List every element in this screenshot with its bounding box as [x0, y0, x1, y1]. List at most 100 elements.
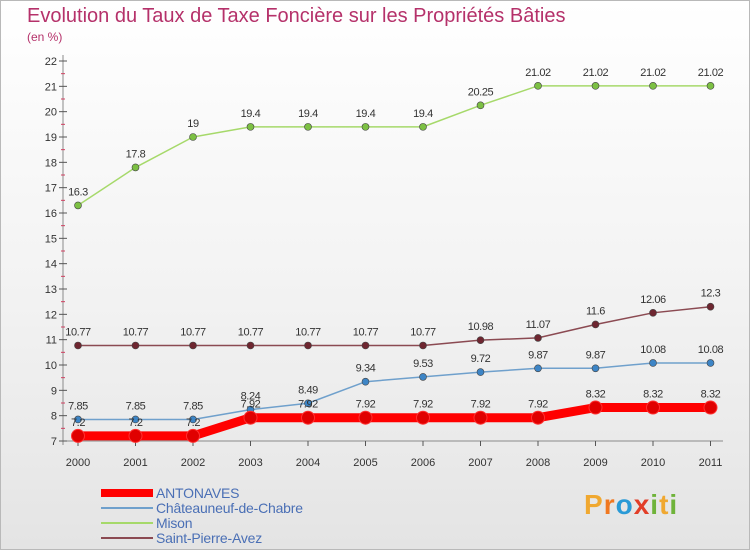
data-point: [706, 302, 715, 311]
data-point: [649, 359, 657, 367]
data-label: 8.32: [643, 389, 663, 401]
data-label: 19.4: [356, 108, 376, 120]
data-point: [131, 163, 140, 172]
y-tick-label: 15: [45, 233, 57, 245]
x-tick-label: 2011: [699, 457, 723, 469]
x-tick-label: 2002: [181, 457, 205, 469]
data-label: 16.3: [68, 186, 88, 198]
data-label: 7.92: [413, 399, 433, 411]
data-label: 10.98: [468, 321, 494, 333]
logo-letter: i: [650, 489, 660, 520]
x-tick-label: 2003: [238, 457, 262, 469]
logo-letter: P: [584, 489, 604, 520]
data-label: 11.6: [586, 305, 605, 317]
x-tick-label: 2006: [411, 457, 435, 469]
data-point: [534, 82, 542, 90]
data-point: [189, 415, 197, 424]
data-label: 9.53: [413, 358, 433, 370]
y-tick-label: 18: [45, 157, 57, 169]
data-point: [189, 341, 197, 350]
data-label: 19.4: [413, 108, 433, 120]
data-point: [361, 341, 370, 350]
data-label: 21.02: [698, 67, 724, 79]
data-point: [131, 341, 140, 350]
data-label: 8.24: [241, 391, 261, 403]
data-label: 8.49: [298, 384, 318, 396]
data-point: [358, 410, 373, 425]
y-tick-label: 19: [45, 132, 57, 144]
logo-letter: i: [669, 489, 679, 520]
legend: ANTONAVES Châteauneuf-de-Chabre Mison Saint…: [101, 484, 303, 546]
data-point: [419, 373, 427, 381]
x-tick-label: 2010: [641, 457, 665, 469]
legend-swatch: [101, 521, 153, 524]
data-point: [588, 400, 603, 415]
legend-item: ANTONAVES: [101, 484, 303, 501]
legend-label: Mison: [156, 514, 193, 531]
data-point: [476, 101, 485, 110]
data-label: 7.2: [128, 417, 142, 429]
data-label: 9.34: [356, 363, 376, 375]
legend-swatch: [101, 488, 153, 497]
data-label: 17.8: [126, 148, 146, 160]
data-label: 7.92: [298, 399, 318, 411]
data-label: 10.08: [640, 344, 666, 356]
logo-letter: o: [615, 489, 634, 520]
data-point: [649, 309, 657, 317]
x-tick-label: 2000: [66, 457, 90, 469]
data-point: [476, 368, 485, 376]
series-line-mison: [77, 85, 711, 207]
legend-swatch: [101, 506, 153, 509]
data-label: 19: [187, 118, 199, 130]
x-tick-label: 2009: [583, 457, 607, 469]
data-point: [361, 377, 370, 386]
legend-label: Châteauneuf-de-Chabre: [156, 499, 303, 516]
y-tick-label: 16: [45, 208, 57, 220]
data-label: 10.77: [238, 326, 264, 338]
y-tick-label: 7: [51, 436, 57, 448]
data-point: [128, 428, 143, 443]
data-point: [246, 341, 255, 350]
x-tick-label: 2001: [123, 457, 147, 469]
data-label: 9.87: [586, 349, 606, 361]
data-point: [706, 359, 715, 367]
data-label: 9.87: [528, 349, 548, 361]
data-label: 10.77: [295, 326, 321, 338]
data-point: [591, 320, 600, 329]
data-point: [419, 123, 427, 131]
data-label: 20.25: [468, 86, 494, 98]
data-label: 11.07: [526, 319, 551, 331]
data-point: [591, 364, 600, 373]
data-label: 7.85: [126, 400, 146, 412]
series-line-saint-pierre-avez: [78, 305, 711, 347]
data-label: 10.77: [410, 326, 436, 338]
logo-letter: t: [659, 489, 670, 520]
data-point: [646, 400, 660, 415]
y-tick-label: 8: [51, 411, 57, 423]
data-point: [246, 123, 255, 131]
data-label: 21.02: [525, 67, 551, 79]
legend-label: ANTONAVES: [156, 484, 240, 501]
proxiti-logo: Proxiti: [584, 489, 678, 521]
data-point: [71, 428, 85, 443]
data-point: [706, 82, 715, 90]
logo-letter: r: [603, 489, 616, 520]
y-tick-label: 9: [51, 385, 57, 397]
data-label: 7.92: [356, 399, 376, 411]
data-point: [416, 410, 430, 425]
legend-item: Châteauneuf-de-Chabre: [101, 499, 303, 516]
data-label: 7.92: [241, 399, 261, 411]
data-label: 9.72: [471, 353, 491, 365]
chart-title: Evolution du Taux de Taxe Foncière sur l…: [27, 5, 566, 27]
data-label: 10.77: [180, 326, 206, 338]
legend-item: Mison: [101, 514, 303, 531]
data-label: 7.2: [71, 417, 85, 429]
data-point: [473, 410, 488, 425]
y-tick-label: 14: [45, 259, 57, 271]
data-point: [534, 364, 542, 373]
data-point: [74, 201, 82, 210]
legend-label: Saint-Pierre-Avez: [156, 529, 263, 546]
data-point: [649, 82, 657, 90]
x-tick-label: 2008: [526, 457, 550, 469]
